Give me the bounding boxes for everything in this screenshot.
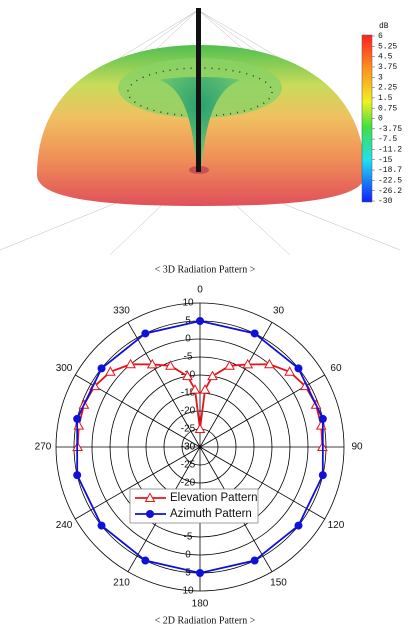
marker — [97, 364, 106, 373]
legend-marker — [146, 510, 154, 518]
grid-spoke — [75, 446, 201, 520]
colorbar-tick-label: -11.2 — [378, 146, 402, 155]
marker — [73, 414, 82, 423]
colorbar-tick-label: -3.75 — [378, 125, 402, 134]
marker — [194, 423, 206, 433]
marker — [284, 366, 295, 376]
theta-tick-label: 300 — [56, 363, 73, 374]
theta-tick-label: 210 — [113, 578, 130, 589]
legend-label: Azimuth Pattern — [170, 508, 252, 520]
colorbar-tick-label: 0.75 — [378, 104, 397, 113]
marker — [242, 358, 254, 369]
marker — [196, 317, 204, 325]
surface-3d: dB 65.25 4.53.753 2.251.50.75 0-3.75-7.5 -11… — [0, 8, 402, 275]
colorbar-tick-label: 0 — [378, 115, 383, 124]
colorbar-tick-label: 2.25 — [378, 84, 397, 93]
r-tick-label: -25 — [181, 424, 196, 435]
colorbar — [361, 34, 373, 203]
marker — [73, 471, 82, 480]
marker — [165, 360, 176, 370]
marker — [318, 471, 327, 480]
theta-tick-label: 270 — [35, 442, 52, 453]
grid-spoke — [199, 322, 273, 448]
marker — [318, 414, 327, 423]
r-tick-label: -25 — [181, 460, 196, 471]
grid-spoke — [199, 446, 325, 520]
polar-chart: 0306090120150180210240270300330-30-30-25… — [35, 285, 363, 610]
r-tick-label: -5 — [184, 532, 193, 543]
colorbar-tick-label: -18.7 — [378, 166, 402, 175]
r-tick-label: -30 — [181, 442, 196, 453]
colorbar-label: dB — [379, 22, 389, 31]
colorbar-tick-label: 3 — [378, 73, 383, 82]
theta-tick-label: 30 — [273, 306, 285, 317]
marker — [182, 370, 193, 381]
marker — [250, 329, 259, 338]
marker — [207, 370, 218, 381]
theta-tick-label: 120 — [328, 520, 345, 531]
r-tick-label: -30 — [181, 442, 196, 453]
colorbar-tick-label: 6 — [378, 32, 383, 41]
colorbar-tick-label: 5.25 — [378, 42, 397, 51]
theta-tick-label: 240 — [56, 520, 73, 531]
marker — [141, 556, 150, 565]
marker — [250, 556, 259, 565]
r-tick-label: 0 — [185, 550, 191, 561]
antenna-pole — [196, 8, 201, 172]
marker — [224, 360, 235, 370]
marker — [196, 569, 204, 577]
r-tick-label: -20 — [181, 478, 196, 489]
theta-tick-label: 330 — [113, 306, 130, 317]
colorbar-tick-label: -26.2 — [378, 187, 402, 196]
marker — [199, 384, 211, 394]
colorbar-tick-label: -22.5 — [378, 176, 402, 185]
r-tick-label: 10 — [182, 586, 194, 597]
marker — [125, 358, 136, 369]
marker — [105, 366, 116, 376]
marker — [146, 358, 158, 369]
r-tick-label: 0 — [185, 334, 191, 345]
colorbar-tick-label: 3.75 — [378, 63, 397, 72]
marker — [294, 521, 303, 530]
marker — [97, 521, 106, 530]
r-tick-label: 10 — [182, 298, 194, 309]
marker — [264, 358, 275, 369]
theta-tick-label: 180 — [192, 599, 209, 610]
colorbar-tick-label: -15 — [378, 156, 393, 165]
colorbar-tick-label: -7.5 — [378, 135, 397, 144]
grid-spoke — [127, 322, 201, 448]
r-tick-label: -5 — [184, 352, 193, 363]
marker — [294, 364, 303, 373]
r-tick-label: 5 — [185, 316, 191, 327]
legend-marker — [144, 492, 156, 502]
colorbar-tick-label: 4.5 — [378, 53, 393, 62]
marker — [189, 384, 201, 394]
caption: < 2D Radiation Pattern > — [155, 615, 256, 626]
theta-tick-label: 150 — [270, 578, 287, 589]
r-tick-label: 5 — [185, 568, 191, 579]
theta-tick-label: 60 — [330, 363, 342, 374]
marker — [141, 329, 150, 338]
r-tick-label: -20 — [181, 406, 196, 417]
caption: < 3D Radiation Pattern > — [155, 264, 256, 275]
colorbar-tick-label: 1.5 — [378, 94, 393, 103]
legend-label: Elevation Pattern — [170, 492, 258, 504]
theta-tick-label: 90 — [351, 442, 363, 453]
colorbar-tick-label: -30 — [378, 197, 393, 206]
dot-ring — [127, 67, 273, 117]
theta-tick-label: 0 — [197, 285, 203, 296]
r-tick-label: -15 — [181, 388, 196, 399]
